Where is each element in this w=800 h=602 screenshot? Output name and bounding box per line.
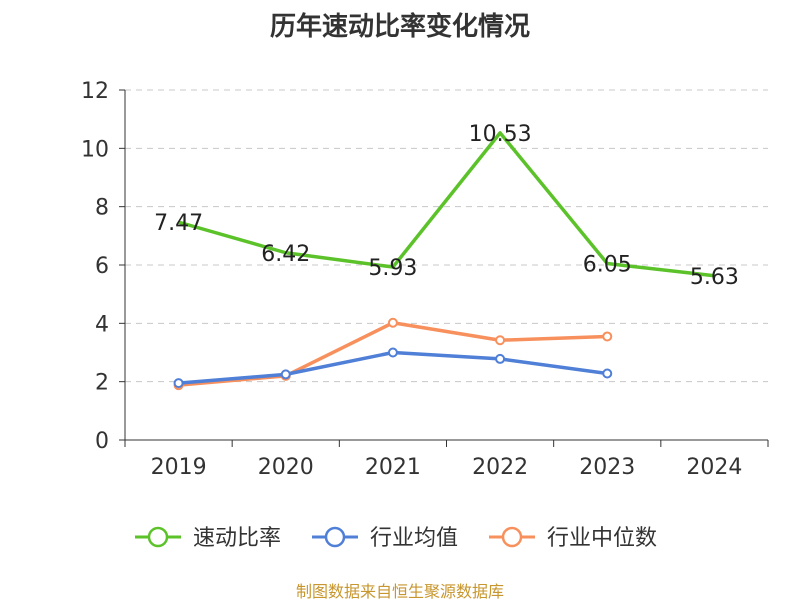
series-lines [173, 131, 715, 391]
x-tick-label: 2019 [151, 455, 207, 480]
legend-marker [147, 526, 169, 548]
x-tick-label: 2021 [365, 455, 421, 480]
data-point [173, 378, 184, 389]
data-point [495, 353, 506, 364]
axes: 0 2 4 6 8 10 12 2019 2020 2021 2022 2023 2024 [81, 79, 769, 480]
data-point [280, 369, 291, 380]
chart-title: 历年速动比率变化情况 [269, 12, 530, 42]
data-labels: 7.47 6.42 5.93 10.53 6.05 5.63 [154, 122, 739, 290]
x-tick-label: 2022 [472, 455, 528, 480]
grid-lines [125, 89, 768, 383]
data-label: 6.05 [583, 253, 632, 278]
legend-label: 速动比率 [193, 526, 281, 551]
data-label: 5.93 [368, 256, 417, 281]
x-tick-label: 2024 [686, 455, 742, 480]
legend-marker [501, 526, 523, 548]
data-point [387, 347, 398, 358]
legend-label: 行业中位数 [547, 526, 657, 551]
y-tick-label: 12 [81, 79, 109, 104]
source-note: 制图数据来自恒生聚源数据库 [295, 582, 504, 601]
x-tick-label: 2020 [258, 455, 314, 480]
legend: 速动比率 行业均值 行业中位数 [135, 526, 657, 551]
legend-marker [324, 526, 346, 548]
legend-label: 行业均值 [370, 526, 458, 551]
y-tick-label: 6 [95, 254, 109, 279]
data-label: 10.53 [469, 122, 532, 147]
data-point [495, 335, 506, 346]
y-tick-label: 8 [95, 196, 109, 221]
y-tick-label: 2 [95, 371, 109, 396]
data-point [602, 368, 613, 379]
data-label: 5.63 [690, 265, 739, 290]
data-point [602, 331, 613, 342]
y-tick-label: 4 [95, 312, 109, 337]
x-tick-label: 2023 [579, 455, 635, 480]
data-label: 7.47 [154, 211, 203, 236]
y-tick-label: 10 [81, 137, 109, 162]
series-line [178, 131, 715, 278]
data-label: 6.42 [261, 242, 310, 267]
y-tick-label: 0 [95, 429, 109, 454]
data-point [387, 317, 398, 328]
